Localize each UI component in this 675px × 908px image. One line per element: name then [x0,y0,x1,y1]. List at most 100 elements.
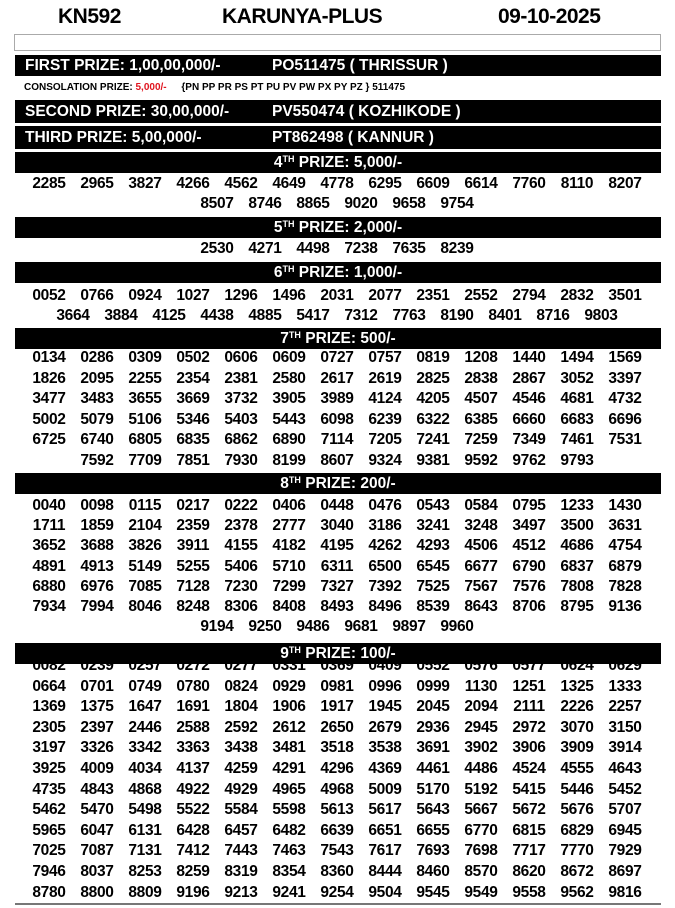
winning-number: 3483 [80,390,114,408]
winning-number: 0369 [320,657,354,674]
winning-number: 2650 [320,718,354,736]
winning-number: 3518 [320,739,354,757]
winning-number: 7709 [128,451,162,469]
third-prize-bar: THIRD PRIZE: 5,00,000/- PT862498 ( KANNU… [15,126,661,149]
winning-number: 5707 [608,801,642,819]
winning-number: 8570 [464,862,498,880]
winning-number: 5443 [272,410,306,428]
winning-number: 3481 [272,739,306,757]
winning-number: 0819 [416,349,450,366]
winning-number: 3669 [176,390,210,408]
winning-number: 3326 [80,739,114,757]
winning-number: 8496 [368,598,402,616]
first-prize-ticket: PO511475 ( THRISSUR ) [272,57,448,74]
winning-number: 2351 [416,287,450,304]
winning-number: 0606 [224,349,258,366]
winning-number: 7946 [32,862,66,880]
winning-number: 8643 [464,598,498,616]
winning-number: 1375 [80,698,114,716]
winning-number: 4271 [248,240,282,257]
winning-number: 5079 [80,410,114,428]
winning-number: 3664 [56,306,90,324]
winning-number: 2354 [176,369,210,387]
winning-number: 5406 [224,557,258,575]
winning-number: 3909 [560,739,594,757]
winning-number: 2446 [128,718,162,736]
winning-number: 6385 [464,410,498,428]
winning-number: 8248 [176,598,210,616]
prize-label: PRIZE: 500/- [305,330,396,347]
winning-number: 6609 [416,175,450,192]
winning-number: 6500 [368,557,402,575]
winning-number: 3052 [560,369,594,387]
winning-number: 2111 [513,698,545,716]
winning-number: 3655 [128,390,162,408]
winning-number: 1569 [608,349,642,366]
winning-number: 8207 [608,175,642,192]
winning-number: 9658 [392,195,426,212]
winning-number: 8259 [176,862,210,880]
winning-number: 7930 [224,451,258,469]
winning-number: 8809 [128,883,162,901]
winning-number: 5255 [176,557,210,575]
winning-number: 7934 [32,598,66,616]
winning-number: 6976 [80,577,114,595]
winning-number: 2580 [272,369,306,387]
second-prize-label: SECOND PRIZE: 30,00,000/- [25,103,230,120]
winning-number: 0795 [512,497,546,514]
winning-number: 1325 [560,677,594,695]
winning-number: 2226 [560,698,594,716]
winning-number: 9196 [176,883,210,901]
winning-number: 2619 [368,369,402,387]
winning-number: 9793 [560,451,594,469]
winning-number: 8865 [296,195,330,212]
winning-number: 6655 [416,821,450,839]
winning-number: 7205 [368,431,402,449]
winning-number: 7567 [464,577,498,595]
prize-ordinal: 7 [280,330,289,347]
winning-number: 0502 [176,349,210,366]
winning-number: 6311 [320,557,354,575]
winning-number: 9213 [224,883,258,901]
winning-number: 7412 [176,842,210,860]
winning-number: 6683 [560,410,594,428]
winning-number: 8539 [416,598,450,616]
winning-number: 5667 [464,801,498,819]
winning-number: 4205 [416,390,450,408]
winning-number: 5498 [128,801,162,819]
winning-number: 5192 [464,780,498,798]
winning-number: 0576 [464,657,498,674]
winning-number: 8800 [80,883,114,901]
winning-number: 3040 [320,517,354,535]
winning-number: 2305 [32,718,66,736]
winning-number: 8706 [512,598,546,616]
winning-number: 8507 [200,195,234,212]
winning-number: 4732 [608,390,642,408]
winning-number: 9194 [200,618,234,636]
winning-number: 4843 [80,780,114,798]
winning-number: 2285 [32,175,66,192]
winning-number: 4562 [224,175,258,192]
prize-8-numbers: 0040 0098 0115 0217 0222 0406 0448 0476 0543 0584… [25,496,649,637]
winning-number: 4968 [320,780,354,798]
winning-number: 4885 [248,306,282,324]
consolation-amount: 5,000/- [135,82,167,93]
winning-number: 7312 [344,306,378,324]
consolation-series: {PN PP PR PS PT PU PV PW PX PY PZ } 5114… [181,82,406,93]
winning-number: 4369 [368,759,402,777]
prize-ordinal-suffix: TH [282,154,295,164]
winning-number: 3241 [416,517,450,535]
winning-number: 3342 [128,739,162,757]
winning-number: 0981 [320,677,354,695]
winning-number: 3363 [176,739,210,757]
winning-number: 0409 [368,657,402,674]
winning-number: 5643 [416,801,450,819]
winning-number: 4507 [464,390,498,408]
winning-number: 7087 [80,842,114,860]
winning-number: 2936 [416,718,450,736]
winning-number: 3827 [128,175,162,192]
winning-number: 3150 [608,718,642,736]
winning-number: 5415 [512,780,546,798]
lottery-name: KARUNYA-PLUS [222,5,383,28]
winning-number: 5584 [224,801,258,819]
